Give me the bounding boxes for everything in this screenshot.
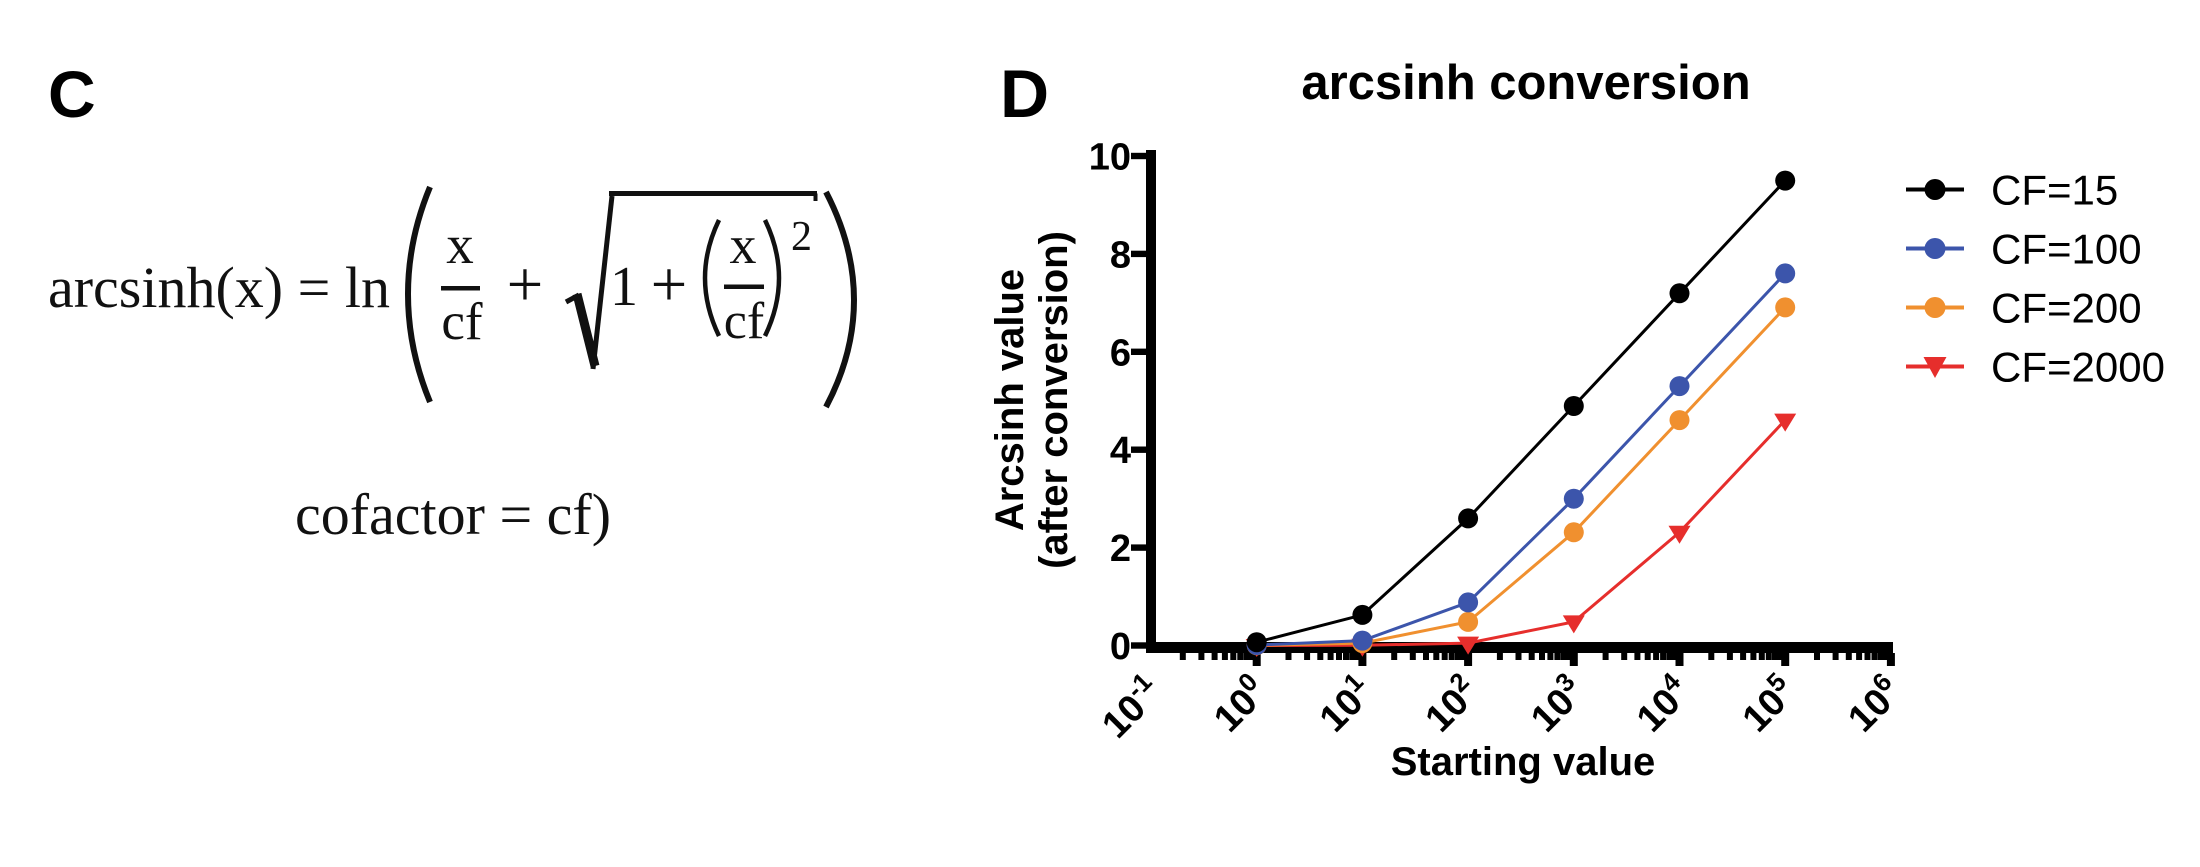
svg-text:CF=15: CF=15 bbox=[1991, 167, 2118, 214]
svg-text:CF=2000: CF=2000 bbox=[1991, 344, 2165, 391]
svg-text:x: x bbox=[730, 215, 757, 275]
svg-text:Starting value: Starting value bbox=[1391, 740, 1656, 784]
svg-text:CF=100: CF=100 bbox=[1991, 226, 2142, 273]
svg-text:CF=200: CF=200 bbox=[1991, 285, 2142, 332]
svg-text:cf: cf bbox=[724, 293, 765, 350]
svg-text:cf: cf bbox=[441, 293, 483, 351]
svg-text:2: 2 bbox=[791, 214, 812, 260]
svg-text:+: + bbox=[651, 249, 688, 321]
svg-text:C: C bbox=[48, 57, 96, 131]
svg-text:6: 6 bbox=[1110, 332, 1131, 374]
svg-text:1: 1 bbox=[610, 256, 638, 318]
svg-text:cofactor = cf): cofactor = cf) bbox=[295, 482, 611, 547]
svg-text:D: D bbox=[1000, 56, 1049, 132]
svg-text:Arcsinh value: Arcsinh value bbox=[988, 269, 1032, 531]
svg-text:arcsinh(x) = ln: arcsinh(x) = ln bbox=[48, 255, 390, 320]
svg-text:10: 10 bbox=[1089, 137, 1131, 179]
svg-text:4: 4 bbox=[1110, 430, 1131, 472]
svg-text:0: 0 bbox=[1110, 626, 1131, 668]
svg-text:x: x bbox=[446, 214, 474, 275]
svg-text:8: 8 bbox=[1110, 234, 1131, 276]
svg-text:arcsinh conversion: arcsinh conversion bbox=[1301, 56, 1750, 110]
svg-text:+: + bbox=[507, 249, 544, 321]
svg-text:2: 2 bbox=[1110, 528, 1131, 570]
svg-text:(after conversion): (after conversion) bbox=[1032, 231, 1076, 569]
